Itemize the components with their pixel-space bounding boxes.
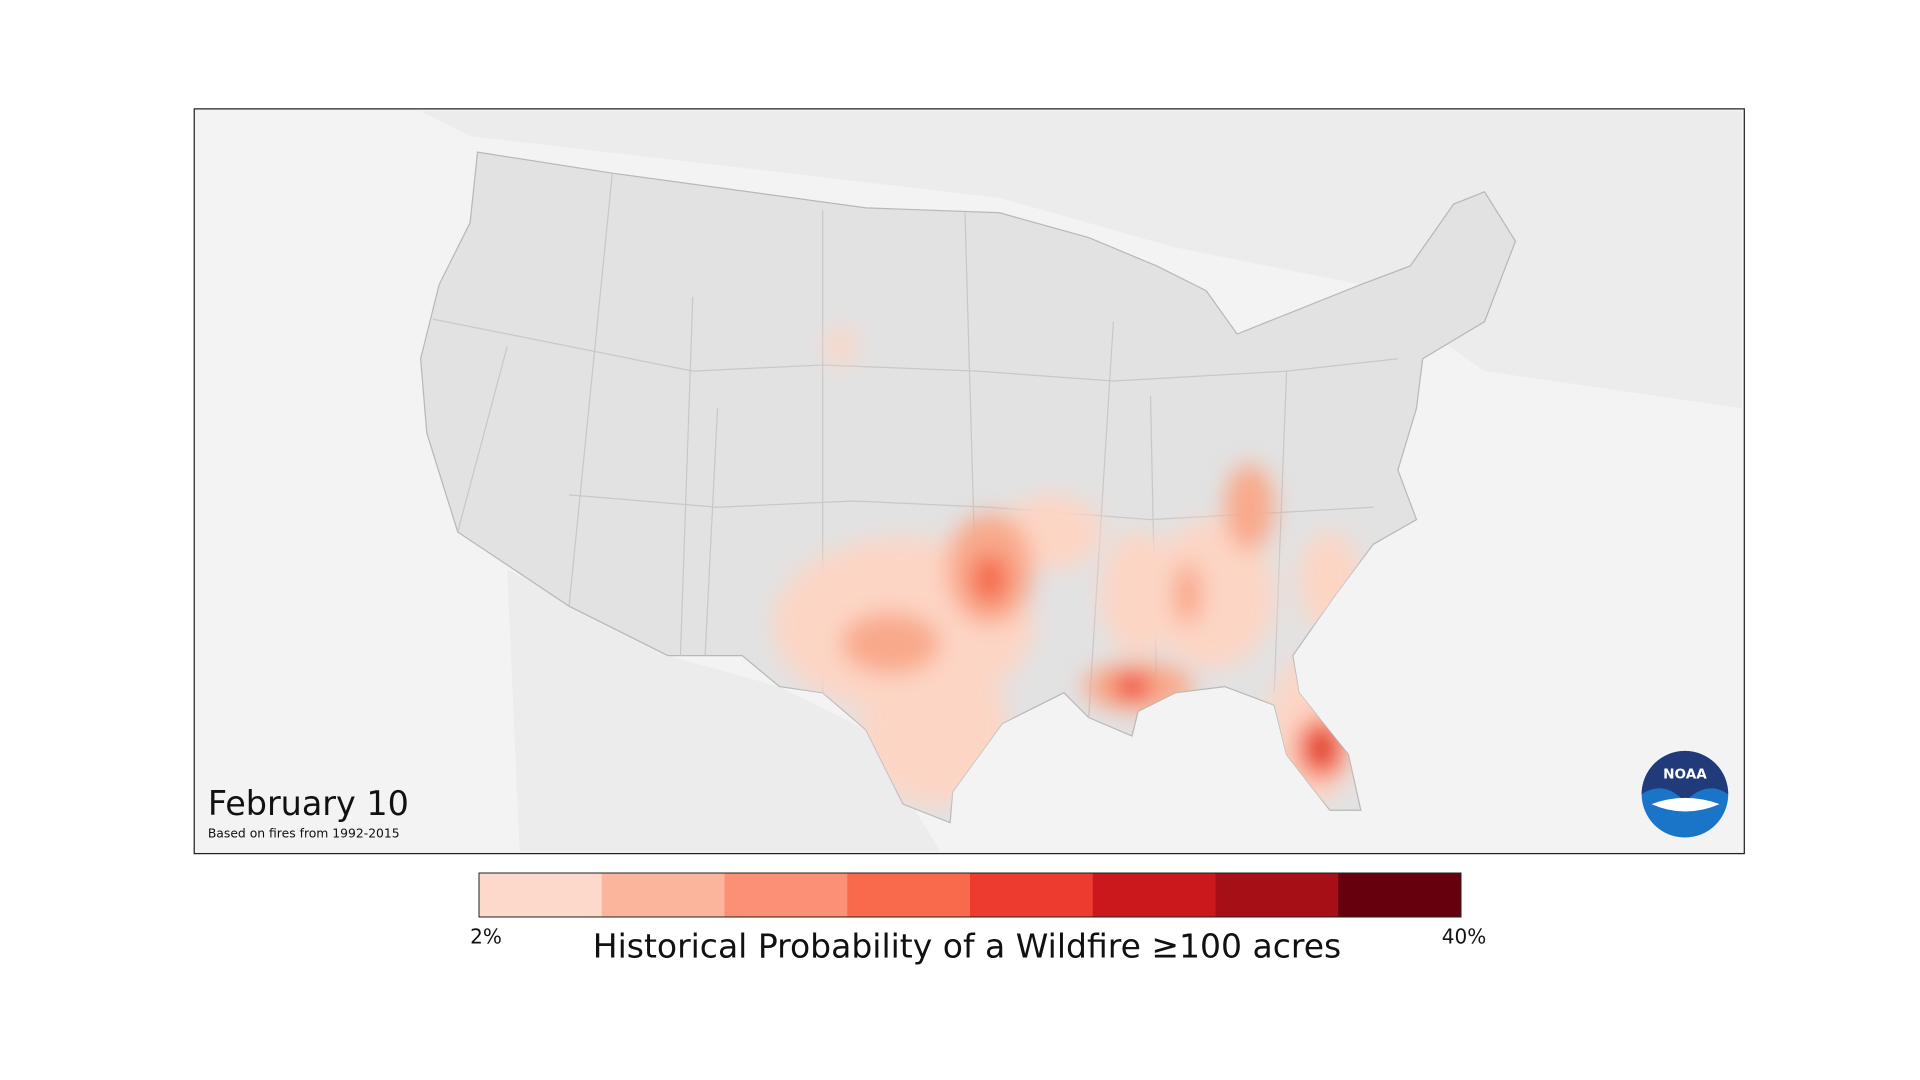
canada: [197, 111, 1742, 409]
mexico: [507, 569, 941, 852]
colorbar-bin: [970, 873, 1094, 917]
colorbar-bin: [847, 873, 971, 917]
colorbar-bin: [601, 873, 725, 917]
legend-max: 40%: [1442, 925, 1486, 949]
map: February 10 Based on fires from 1992-201…: [193, 108, 1745, 855]
map-date: February 10: [208, 784, 409, 823]
colorbar-frame: [478, 872, 1462, 918]
legend-min: 2%: [470, 925, 502, 949]
colorbar-bin: [1215, 873, 1339, 917]
colorbar: [479, 873, 1462, 917]
colorbar-bin: [479, 873, 603, 917]
map-subtitle: Based on fires from 1992-2015: [208, 826, 400, 840]
colorbar-bin: [1092, 873, 1216, 917]
legend-title: Historical Probability of a Wildfire ≥10…: [593, 927, 1341, 966]
logo-text: NOAA: [1663, 766, 1707, 782]
noaa-logo: NOAA: [1641, 750, 1729, 838]
colorbar-bin: [1338, 873, 1462, 917]
colorbar-bin: [724, 873, 848, 917]
